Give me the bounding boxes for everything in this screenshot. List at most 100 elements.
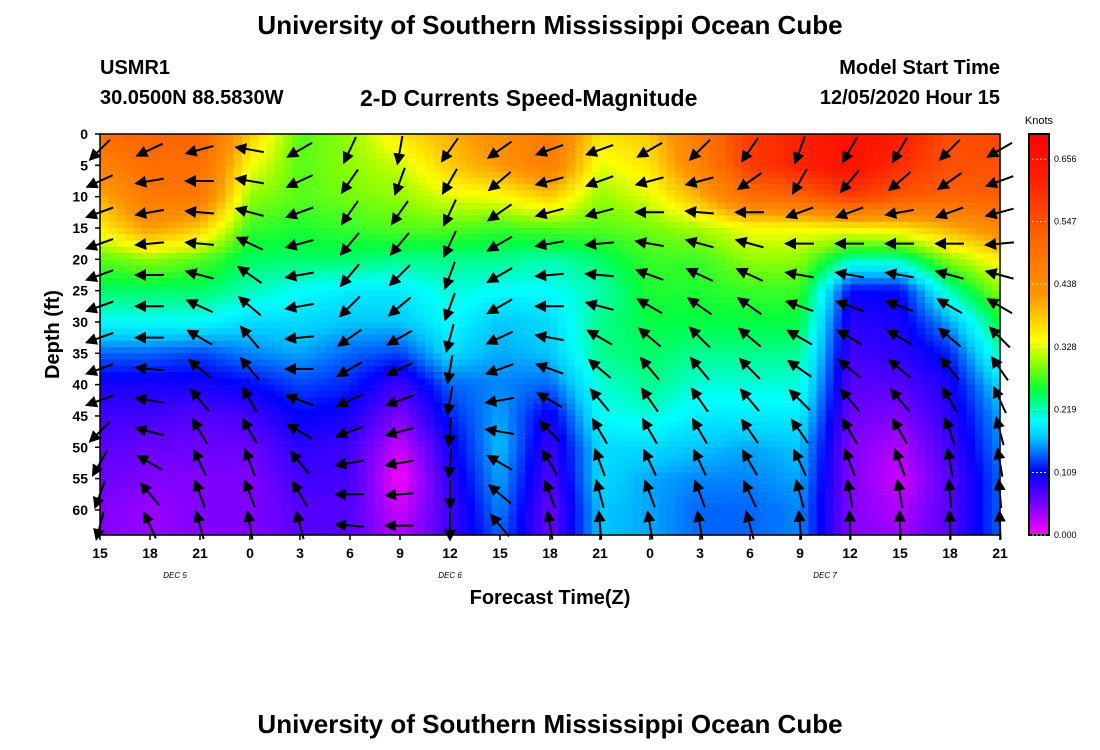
heatmap-cell xyxy=(466,240,476,248)
heatmap-cell xyxy=(800,321,809,329)
heatmap-cell xyxy=(441,271,451,279)
heatmap-cell xyxy=(825,196,834,204)
heatmap-cell xyxy=(375,259,384,267)
heatmap-cell xyxy=(658,309,668,317)
heatmap-cell xyxy=(966,240,976,248)
heatmap-cell xyxy=(475,259,484,267)
heatmap-cell xyxy=(858,278,868,285)
heatmap-cell xyxy=(558,259,568,267)
heatmap-cell xyxy=(550,340,559,348)
heatmap-cell xyxy=(375,284,384,292)
heatmap-cell xyxy=(216,146,226,154)
heatmap-cell xyxy=(425,202,434,210)
heatmap-cell xyxy=(958,234,968,242)
heatmap-cell xyxy=(666,347,676,354)
heatmap-cell xyxy=(916,409,926,417)
heatmap-cell xyxy=(850,303,859,311)
heatmap-cell xyxy=(675,234,684,242)
heatmap-cell xyxy=(433,415,443,423)
heatmap-cell xyxy=(975,209,984,217)
heatmap-cell xyxy=(766,140,776,148)
heatmap-cell xyxy=(325,415,334,423)
heatmap-cell xyxy=(866,372,876,379)
heatmap-cell xyxy=(808,278,818,285)
heatmap-cell xyxy=(741,227,751,235)
heatmap-cell xyxy=(433,202,443,210)
heatmap-cell xyxy=(891,246,901,254)
heatmap-cell xyxy=(941,284,951,292)
heatmap-cell xyxy=(941,315,951,323)
heatmap-cell xyxy=(958,152,968,160)
heatmap-cell xyxy=(341,134,351,141)
heatmap-cell xyxy=(958,359,968,367)
heatmap-cell xyxy=(941,140,951,148)
heatmap-cell xyxy=(750,253,759,260)
heatmap-cell xyxy=(958,409,968,417)
heatmap-cell xyxy=(775,177,784,185)
heatmap-cell xyxy=(616,303,626,311)
heatmap-cell xyxy=(500,240,509,248)
heatmap-cell xyxy=(233,190,243,198)
heatmap-cell xyxy=(208,353,218,361)
heatmap-cell xyxy=(366,202,376,210)
heatmap-cell xyxy=(700,359,709,367)
heatmap-cell xyxy=(825,303,834,311)
heatmap-cell xyxy=(600,177,609,185)
heatmap-cell xyxy=(250,227,259,235)
heatmap-cell xyxy=(258,384,268,392)
heatmap-cell xyxy=(800,303,809,311)
heatmap-cell xyxy=(183,409,193,417)
heatmap-cell xyxy=(425,397,434,405)
heatmap-cell xyxy=(133,159,143,166)
heatmap-cell xyxy=(266,246,276,254)
heatmap-cell xyxy=(825,215,834,223)
heatmap-cell xyxy=(616,246,626,254)
heatmap-cell xyxy=(683,378,693,386)
heatmap-cell xyxy=(108,353,118,361)
heatmap-cell xyxy=(958,221,968,229)
heatmap-cell xyxy=(641,234,651,242)
heatmap-cell xyxy=(825,409,834,417)
heatmap-cell xyxy=(208,253,218,260)
heatmap-cell xyxy=(600,159,609,166)
heatmap-cell xyxy=(525,315,534,323)
heatmap-cell xyxy=(250,278,259,285)
heatmap-cell xyxy=(116,315,126,323)
heatmap-cell xyxy=(366,365,376,373)
heatmap-cell xyxy=(800,284,809,292)
heatmap-cell xyxy=(558,234,568,242)
heatmap-cell xyxy=(500,184,509,191)
heatmap-cell xyxy=(316,334,326,342)
heatmap-cell xyxy=(516,146,526,154)
heatmap-cell xyxy=(591,171,601,179)
heatmap-cell xyxy=(716,278,726,285)
heatmap-cell xyxy=(408,159,418,166)
heatmap-cell xyxy=(675,190,684,198)
heatmap-cell xyxy=(933,340,943,348)
heatmap-cell xyxy=(233,152,243,160)
heatmap-cell xyxy=(325,372,334,379)
heatmap-cell xyxy=(541,353,551,361)
heatmap-cell xyxy=(658,190,668,198)
heatmap-cell xyxy=(875,265,884,273)
heatmap-cell xyxy=(966,353,976,361)
heatmap-cell xyxy=(175,196,184,204)
heatmap-cell xyxy=(425,184,434,191)
heatmap-cell xyxy=(216,278,226,285)
heatmap-cell xyxy=(300,165,309,173)
heatmap-cell xyxy=(125,221,134,229)
heatmap-cell xyxy=(275,196,284,204)
heatmap-cell xyxy=(450,240,459,248)
heatmap-cell xyxy=(458,209,468,217)
heatmap-cell xyxy=(550,403,559,411)
heatmap-cell xyxy=(975,309,984,317)
heatmap-cell xyxy=(133,403,143,411)
heatmap-cell xyxy=(350,290,359,298)
heatmap-cell xyxy=(875,215,884,223)
heatmap-cell xyxy=(933,196,943,204)
heatmap-cell xyxy=(350,190,359,198)
heatmap-cell xyxy=(700,202,709,210)
heatmap-cell xyxy=(216,234,226,242)
heatmap-cell xyxy=(625,209,634,217)
heatmap-cell xyxy=(175,315,184,323)
